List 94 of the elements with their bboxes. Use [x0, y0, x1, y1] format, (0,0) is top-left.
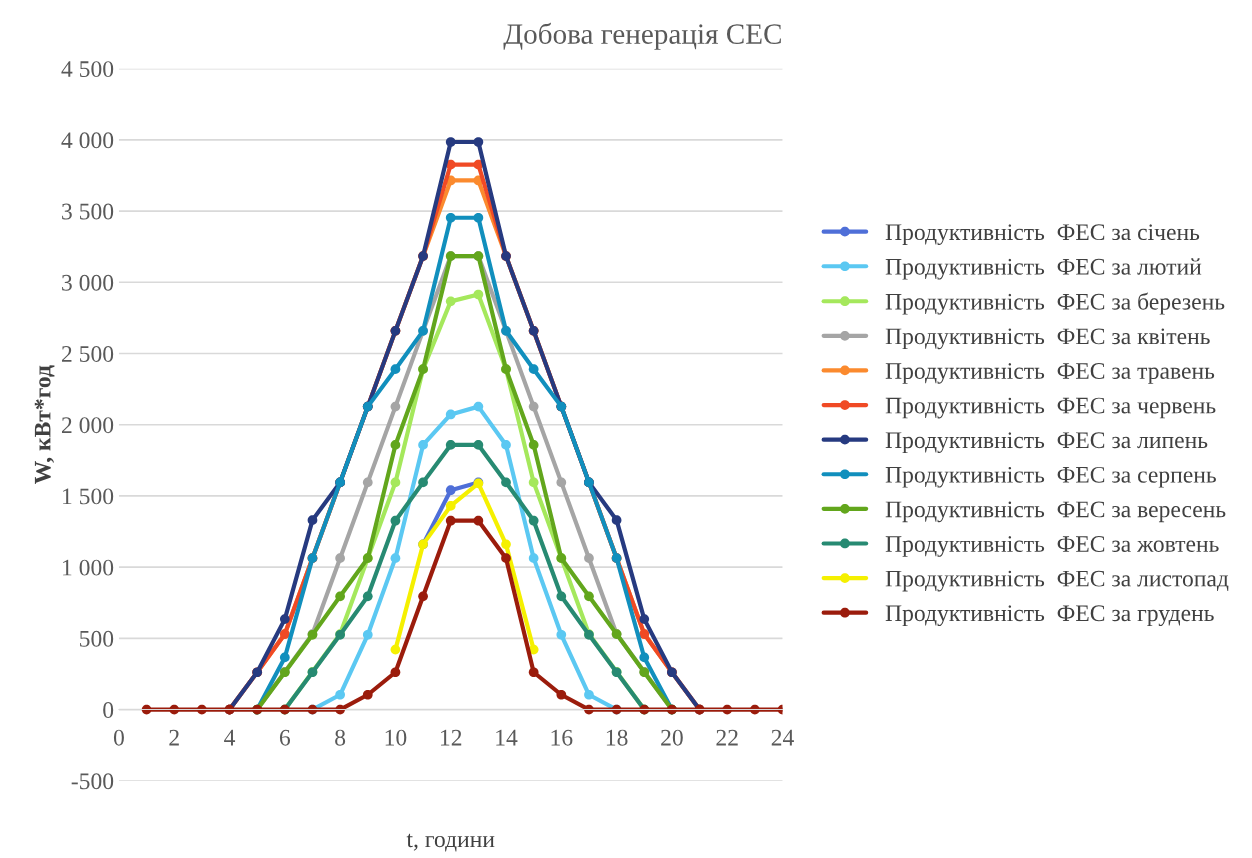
point	[390, 477, 401, 488]
point	[528, 401, 539, 412]
point	[362, 629, 373, 640]
point	[501, 553, 511, 564]
legend-label: Продуктивність ФЕС за липень	[885, 432, 1208, 454]
point	[390, 553, 401, 564]
point	[390, 440, 401, 450]
point	[445, 296, 456, 307]
point	[418, 591, 428, 602]
point	[473, 401, 484, 412]
point	[501, 477, 511, 488]
x-tick-label: 18	[606, 729, 628, 746]
point	[473, 515, 484, 526]
point	[584, 591, 594, 602]
y-tick-label: 3 500	[62, 203, 114, 220]
legend-label: Продуктивність ФЕС за серпень	[885, 466, 1216, 488]
legend-label: Продуктивність ФЕС за квітень	[885, 328, 1210, 350]
legend-label: Продуктивність ФЕС за грудень	[885, 605, 1214, 627]
point	[473, 289, 484, 300]
y-tick-label: 3 000	[62, 274, 114, 291]
point	[584, 553, 594, 564]
y-tick-label: 1 000	[63, 559, 114, 576]
point	[445, 212, 456, 223]
point	[335, 689, 345, 700]
point	[445, 485, 456, 496]
point	[362, 477, 373, 488]
x-tick-label: 6	[279, 729, 291, 746]
legend-label: Продуктивність ФЕС за травень	[885, 363, 1215, 384]
point	[639, 652, 650, 663]
point	[390, 515, 401, 526]
point	[279, 652, 290, 663]
point	[335, 553, 345, 564]
point	[445, 137, 456, 147]
point	[335, 591, 345, 602]
point	[418, 477, 428, 488]
x-tick-label: 2	[169, 729, 179, 746]
x-tick-label: 20	[661, 729, 683, 746]
point	[390, 401, 401, 412]
legend-label: Продуктивність ФЕС за березень	[885, 292, 1225, 315]
point	[445, 409, 456, 420]
point	[473, 137, 484, 147]
x-tick-label: 22	[716, 729, 738, 746]
point	[473, 212, 484, 223]
point	[445, 515, 456, 526]
point	[390, 364, 401, 375]
y-tick-label: 4 000	[61, 132, 114, 149]
y-tick-label: 0	[103, 702, 114, 718]
point	[584, 689, 594, 700]
point	[528, 667, 539, 678]
point	[611, 515, 622, 525]
point	[390, 667, 401, 678]
y-tick-label: -500	[71, 773, 114, 790]
point	[473, 440, 484, 450]
x-tick-label: 16	[551, 729, 573, 746]
legend-label: Продуктивність ФЕС за червень	[885, 397, 1216, 419]
x-tick-label: 12	[440, 729, 462, 746]
point	[528, 553, 539, 564]
y-tick-label: 4 500	[61, 61, 114, 78]
point	[528, 440, 539, 450]
point	[390, 644, 401, 655]
legend-label: Продуктивність ФЕС за січень	[885, 224, 1200, 245]
point	[639, 614, 650, 624]
chart-title: Добова генерація СЕС	[503, 22, 781, 50]
point	[501, 539, 511, 550]
point	[362, 689, 373, 700]
point	[279, 614, 290, 624]
point	[362, 591, 373, 602]
point	[556, 629, 567, 640]
y-tick-label: 2 000	[61, 417, 114, 434]
x-tick-label: 24	[771, 729, 794, 746]
y-tick-label: 1 500	[63, 488, 114, 505]
y-axis-title: W, кВт*год	[34, 365, 55, 484]
legend-label: Продуктивність ФЕС за лютий	[885, 258, 1202, 280]
legend-label: Продуктивність ФЕС за вересень	[885, 501, 1226, 523]
point	[418, 440, 428, 450]
point	[528, 364, 539, 375]
x-tick-label: 14	[496, 729, 518, 746]
point	[501, 440, 511, 450]
point	[556, 591, 567, 602]
point	[445, 501, 456, 511]
y-tick-label: 2 500	[61, 345, 114, 362]
x-axis-title: t, години	[406, 833, 495, 852]
point	[556, 477, 567, 488]
point	[556, 689, 567, 700]
legend-label: Продуктивність ФЕС за жовтень	[885, 536, 1219, 557]
point	[307, 515, 318, 525]
point	[445, 440, 456, 450]
x-tick-label: 8	[335, 729, 346, 746]
point	[528, 477, 539, 488]
y-tick-label: 500	[80, 630, 114, 647]
x-tick-label: 4	[224, 729, 236, 746]
x-tick-label: 10	[385, 729, 407, 746]
legend-label: Продуктивність ФЕС за листопад	[885, 570, 1229, 592]
point	[528, 515, 539, 526]
